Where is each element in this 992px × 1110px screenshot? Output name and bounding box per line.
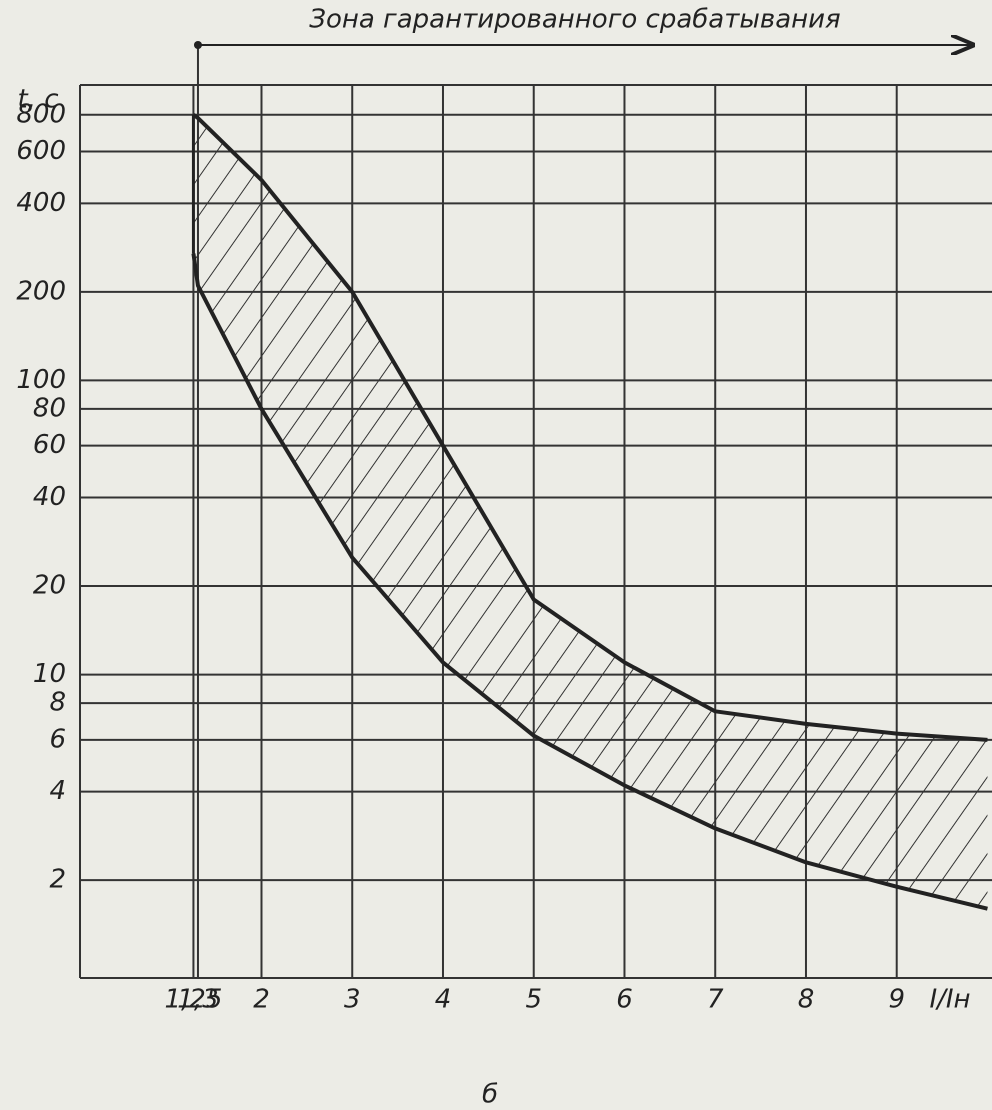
curve [192, 113, 988, 742]
y-tick-label: 6 [49, 724, 66, 754]
x-tick-label: 2 [253, 985, 270, 1015]
curve [191, 253, 988, 911]
x-tick-label: 1,3 [177, 985, 218, 1015]
x-tick-label: 6 [616, 985, 633, 1015]
y-tick-label: 20 [33, 571, 66, 601]
x-tick-label: 5 [525, 985, 542, 1015]
y-tick-label: 600 [16, 136, 66, 166]
y-tick-label: 8 [49, 688, 66, 718]
x-tick-label: 3 [344, 985, 361, 1015]
y-tick-label: 10 [33, 659, 66, 689]
zone-start-dot [193, 41, 202, 49]
x-tick-label: 9 [888, 985, 905, 1015]
zone-annotation: Зона гарантированного срабатывания [309, 5, 840, 35]
y-tick-label: 40 [33, 482, 66, 512]
band-hatch [193, 114, 988, 909]
y-tick-label: 4 [49, 776, 66, 806]
y-tick-label: 2 [49, 865, 66, 895]
x-tick-label: 4 [435, 985, 452, 1015]
y-tick-label: 800 [16, 99, 66, 129]
y-tick-label: 200 [16, 276, 66, 306]
caption: б [482, 1080, 498, 1110]
y-axis-label: t, c [17, 85, 58, 115]
y-tick-label: 80 [33, 393, 66, 423]
x-tick-label: 1,25 [164, 985, 222, 1015]
x-tick-label: 8 [798, 985, 815, 1015]
y-tick-label: 60 [33, 430, 66, 460]
x-tick-label: 7 [707, 985, 724, 1015]
x-axis-label: I/Iн [929, 985, 970, 1015]
y-tick-label: 100 [16, 365, 66, 395]
y-tick-label: 400 [16, 188, 66, 218]
